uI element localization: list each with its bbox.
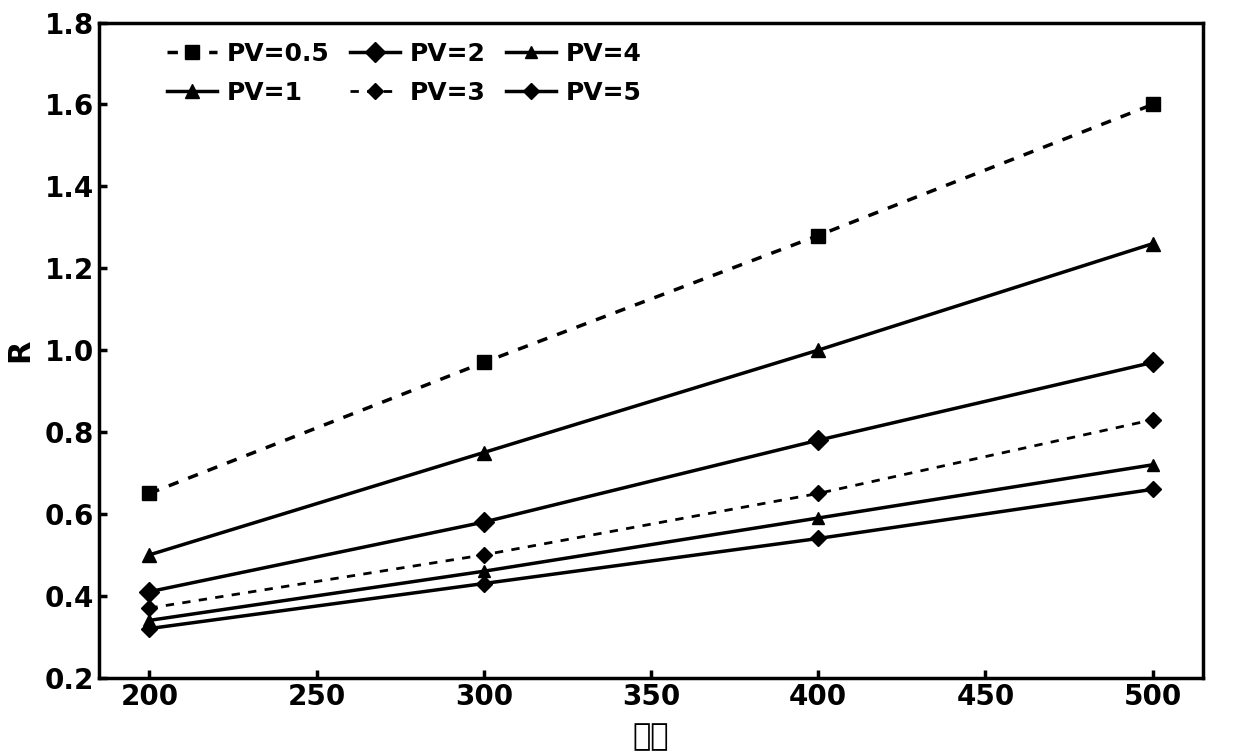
PV=3 (1146, 415, 1161, 424)
X-axis label: 井距: 井距 (632, 721, 670, 751)
PV=2 (811, 436, 826, 445)
PV=3 (141, 604, 156, 613)
PV=4 (811, 514, 826, 523)
PV=5 (1146, 485, 1161, 494)
PV=5 (141, 624, 156, 633)
PV=1 (476, 448, 491, 457)
PV=2 (1146, 358, 1161, 367)
Line: PV=1: PV=1 (143, 236, 1159, 562)
PV=1 (141, 550, 156, 559)
PV=0.5 (476, 358, 491, 367)
PV=5 (811, 534, 826, 543)
PV=3 (476, 550, 491, 559)
PV=1 (811, 346, 826, 355)
Line: PV=0.5: PV=0.5 (143, 98, 1159, 501)
PV=3 (811, 489, 826, 498)
PV=0.5 (1146, 100, 1161, 109)
Line: PV=5: PV=5 (144, 483, 1158, 634)
Y-axis label: R: R (5, 338, 33, 362)
Line: PV=4: PV=4 (144, 459, 1158, 626)
PV=4 (1146, 460, 1161, 469)
PV=2 (476, 517, 491, 526)
PV=0.5 (141, 489, 156, 498)
PV=2 (141, 587, 156, 596)
PV=4 (141, 616, 156, 625)
Legend: PV=0.5, PV=1, PV=2, PV=3, PV=4, PV=5: PV=0.5, PV=1, PV=2, PV=3, PV=4, PV=5 (167, 41, 641, 105)
Line: PV=3: PV=3 (144, 414, 1158, 614)
PV=4 (476, 567, 491, 576)
PV=5 (476, 579, 491, 588)
PV=1 (1146, 239, 1161, 248)
Line: PV=2: PV=2 (143, 355, 1159, 599)
PV=0.5 (811, 231, 826, 240)
